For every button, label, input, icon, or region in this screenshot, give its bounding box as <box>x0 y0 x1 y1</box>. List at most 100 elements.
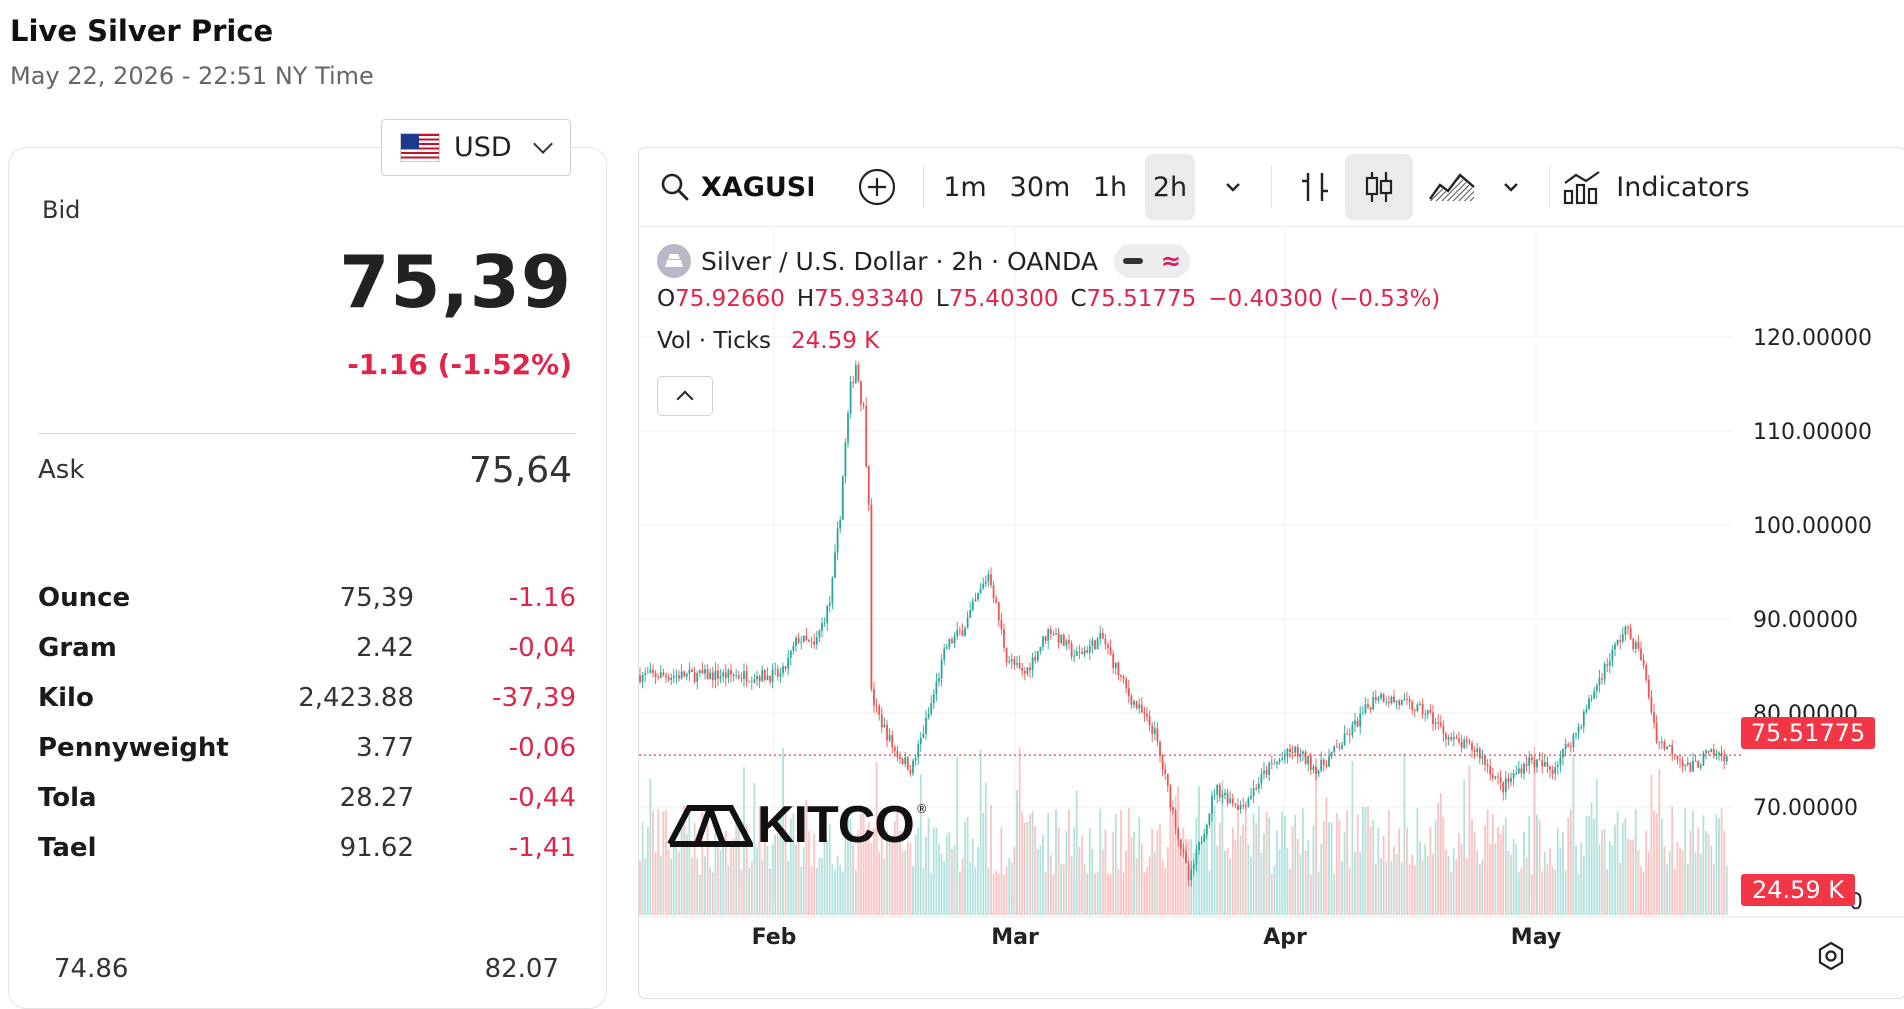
silver-symbol-icon <box>657 244 691 278</box>
chart-type-button[interactable] <box>1423 154 1481 220</box>
collapse-legend-button[interactable] <box>657 376 713 416</box>
candle-body <box>865 405 868 467</box>
interval-1h[interactable]: 1h <box>1092 171 1128 203</box>
candle-body <box>1029 667 1031 671</box>
candle-body <box>1195 850 1198 866</box>
volume-bar <box>1213 805 1216 915</box>
candle-body <box>1042 636 1044 647</box>
legend-toggle[interactable]: ≈ <box>1113 244 1190 278</box>
candle-body <box>1588 698 1590 710</box>
volume-bar <box>1120 810 1122 915</box>
candle-body <box>992 585 995 599</box>
candle-body <box>688 669 691 674</box>
volume-bar <box>1611 845 1614 915</box>
volume-bar <box>1580 842 1583 915</box>
candle-body <box>844 442 847 477</box>
volume-bar <box>675 847 678 915</box>
volume-bar <box>672 830 675 915</box>
volume-bar <box>886 831 888 915</box>
candle-body <box>1569 747 1572 748</box>
unit-row-kilo: Kilo 2,423.88 -37,39 <box>38 683 576 723</box>
volume-bar <box>821 858 823 915</box>
volume-bar <box>1650 774 1653 915</box>
candle-body <box>691 669 693 672</box>
volume-bar <box>1442 816 1445 915</box>
interval-dropdown[interactable] <box>1211 154 1255 220</box>
candle-body <box>1302 751 1304 754</box>
volume-bar <box>1465 858 1468 915</box>
candle-body <box>997 602 1000 621</box>
candle-body <box>805 635 808 641</box>
candle-body <box>818 630 821 638</box>
volume-bar <box>839 865 842 915</box>
candle-body <box>938 678 940 682</box>
unit-row-ounce: Ounce 75,39 -1.16 <box>38 583 576 623</box>
volume-bar <box>1642 871 1645 915</box>
interval-1m[interactable]: 1m <box>943 171 987 203</box>
candle-body <box>727 669 730 678</box>
candle-body <box>1395 700 1398 702</box>
volume-bar <box>1403 753 1406 915</box>
volume-bar <box>670 858 673 915</box>
candle-body <box>1593 691 1596 699</box>
volume-bar <box>696 858 699 915</box>
volume-bar <box>1647 851 1650 915</box>
volume-bar <box>1065 830 1068 915</box>
symbol-search[interactable]: XAGUSD <box>653 154 819 220</box>
volume-bar <box>867 822 870 915</box>
candle-body <box>1003 629 1005 648</box>
price-chart[interactable]: 120.00000110.00000100.0000090.0000080.00… <box>639 227 1904 998</box>
volume-bar <box>1653 810 1655 915</box>
compare-button[interactable] <box>851 154 903 220</box>
volume-bar <box>1190 839 1193 915</box>
volume-bar <box>1385 861 1388 915</box>
volume-bar <box>1694 852 1697 915</box>
volume-bar <box>969 862 972 915</box>
y-tick-label: 120.00000 <box>1753 326 1872 351</box>
candle-body <box>795 637 797 646</box>
interval-2h[interactable]: 2h <box>1145 154 1195 220</box>
candle-body <box>1575 732 1577 735</box>
candle-body <box>1000 620 1003 630</box>
volume-bar <box>1382 835 1385 915</box>
candle-body <box>925 717 927 734</box>
candle-body <box>1213 794 1216 796</box>
candle-body <box>779 673 782 677</box>
candle-body <box>1455 737 1458 739</box>
volume-bar <box>678 851 680 915</box>
candle-body <box>1458 738 1460 743</box>
volume-bar <box>709 867 712 915</box>
volume-bar <box>1200 838 1203 915</box>
volume-bar <box>644 858 647 915</box>
currency-dropdown[interactable]: USD <box>381 119 571 176</box>
volume-bar <box>1429 826 1432 915</box>
chart-widget: XAGUSD 1m 30m 1h 2h <box>638 147 1904 999</box>
candle-body <box>1296 746 1299 757</box>
chart-type-dropdown[interactable] <box>1489 154 1533 220</box>
volume-bar <box>1575 845 1577 915</box>
candle-body <box>1094 640 1096 650</box>
indicators-button[interactable]: Indicators <box>1561 154 1751 220</box>
candle-body <box>1679 759 1681 761</box>
candle-body <box>1512 773 1515 779</box>
candle-body <box>987 574 990 582</box>
candle-body <box>878 705 881 715</box>
volume-bar <box>826 839 829 915</box>
volume-bar <box>1205 826 1208 915</box>
bar-chart-button[interactable] <box>1285 154 1345 220</box>
candle-body <box>1031 657 1034 671</box>
candle-body <box>1351 724 1354 736</box>
symbol-text: XAGUSD <box>701 171 813 203</box>
interval-30m[interactable]: 30m <box>1009 171 1071 203</box>
chart-settings-button[interactable] <box>1811 936 1851 976</box>
volume-bar <box>857 830 860 915</box>
volume-bar <box>922 867 925 915</box>
candle-body <box>831 577 834 604</box>
volume-bar <box>1361 806 1364 915</box>
volume-bar <box>836 855 839 915</box>
volume-bar <box>1598 844 1601 915</box>
unit-price: 3.77 <box>356 733 414 763</box>
volume-bar <box>1702 815 1705 915</box>
volume-bar <box>1143 872 1146 915</box>
candles-button[interactable] <box>1345 154 1413 220</box>
